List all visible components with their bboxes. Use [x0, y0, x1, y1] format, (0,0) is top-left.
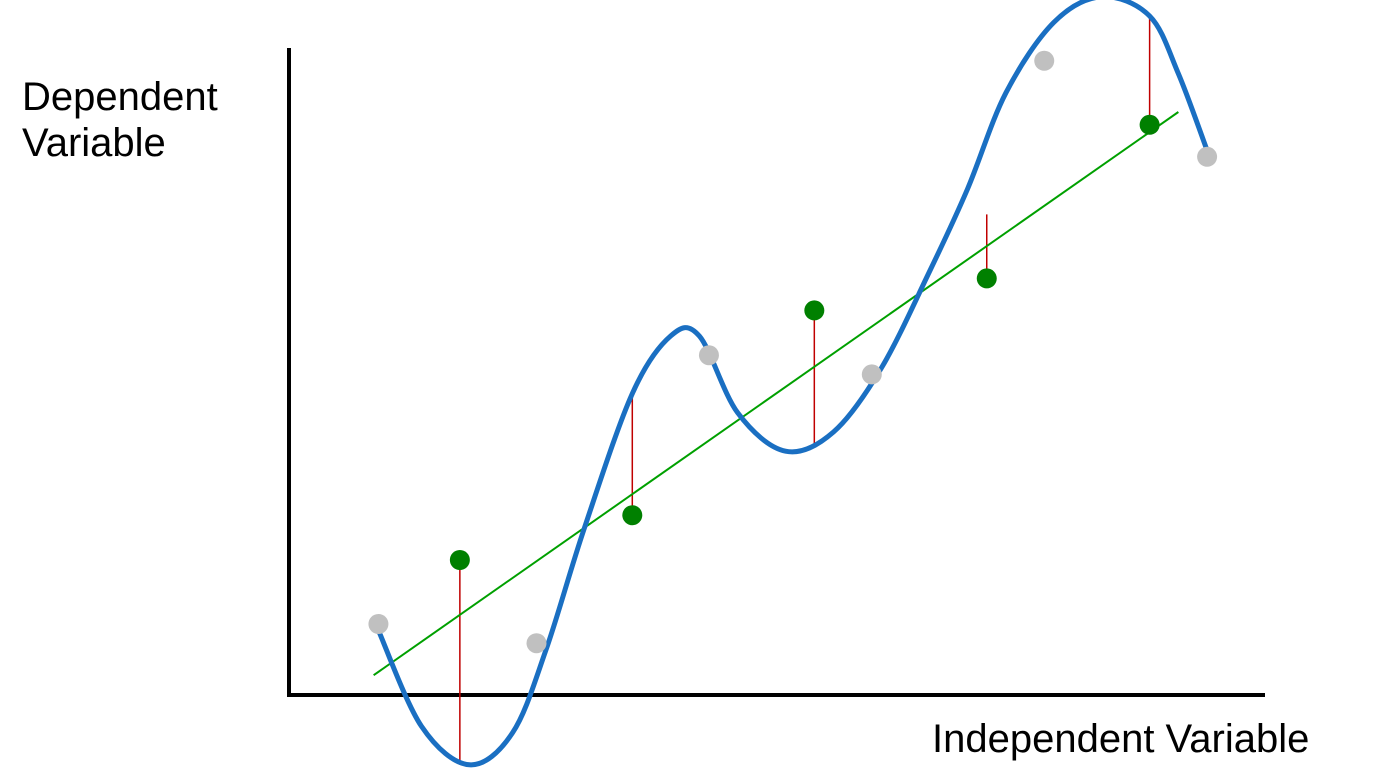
green-data-points: [449, 114, 1160, 570]
y-axis-label-line-2: Variable: [22, 121, 166, 165]
green-point-3: [976, 268, 997, 289]
green-point-0: [449, 550, 470, 570]
y-axis-label: Dependent Variable: [22, 74, 218, 166]
gray-point-1: [526, 633, 547, 654]
green-point-2: [804, 300, 825, 321]
x-axis-label: Independent Variable: [932, 717, 1310, 761]
gray-data-points: [368, 50, 1218, 654]
gray-point-5: [1197, 146, 1218, 167]
green-point-4: [1139, 114, 1160, 135]
overfit-curve-path: [375, 0, 1210, 768]
linear-fit-segment: [373, 111, 1179, 677]
gray-point-0: [368, 614, 389, 634]
gray-point-2: [698, 345, 719, 366]
gray-point-3: [861, 364, 882, 385]
residual-lines: [459, 16, 1151, 765]
gray-point-4: [1034, 50, 1055, 71]
overfit-curve: [375, 0, 1210, 768]
green-point-1: [622, 505, 643, 526]
linear-fit-line: [373, 111, 1179, 677]
y-axis-label-line-1: Dependent: [22, 75, 218, 119]
